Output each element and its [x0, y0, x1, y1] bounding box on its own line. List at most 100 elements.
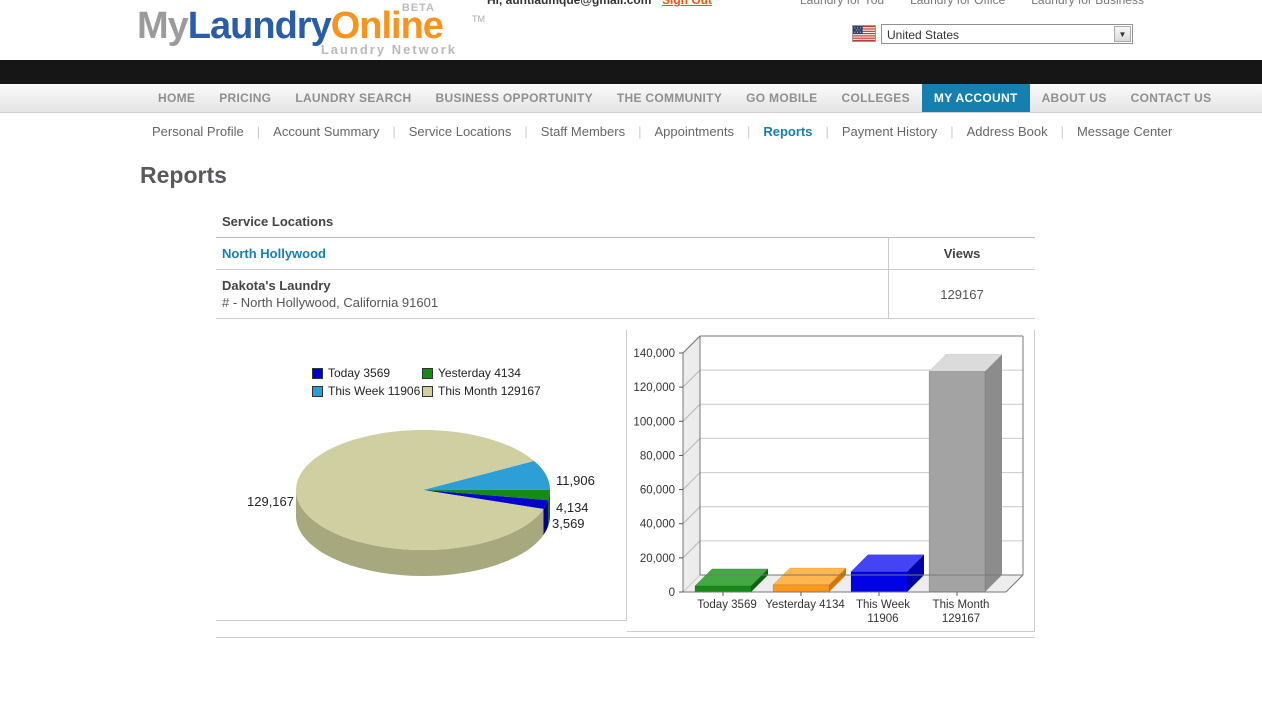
nav-laundry-search[interactable]: LAUNDRY SEARCH [295, 91, 412, 105]
pie-slice-side [548, 490, 550, 527]
bar-y-label: 100,000 [633, 416, 675, 428]
chevron-down-icon[interactable]: ▼ [1114, 26, 1131, 42]
nav-my-account[interactable]: MY ACCOUNT [921, 84, 1030, 112]
logo-tagline: Laundry Network [320, 42, 457, 57]
nav-the-community[interactable]: THE COMMUNITY [616, 91, 723, 105]
legend-swatch [422, 385, 433, 397]
bar-x-label: This Week [856, 599, 910, 611]
legend-swatch [422, 367, 433, 379]
legend-item-this-month: This Month 129167 [422, 384, 541, 398]
pie-slice [423, 460, 550, 490]
beta-badge: BETA [401, 2, 435, 14]
bar-x-label: Today 3569 [697, 599, 756, 611]
bar-chart: Today 3569 Yesterday 4134 This Week 11906 Th… [633, 335, 1024, 625]
logo[interactable]: MyLaundryOnline BETA TM Laundry Network [137, 2, 485, 57]
subnav-appointments[interactable]: Appointments [654, 123, 734, 139]
table-section-header: Service Locations [216, 210, 1035, 238]
views-column-header: Views [943, 246, 981, 261]
subnav-message-center[interactable]: Message Center [1076, 123, 1173, 139]
sign-out-link[interactable]: Sign Out [662, 0, 712, 7]
nav-home[interactable]: HOME [158, 91, 196, 105]
bar-x-label: 129167 [942, 613, 980, 625]
trademark-symbol: TM [472, 14, 485, 24]
subnav-separator: | [746, 123, 751, 139]
pie-slice [296, 429, 544, 550]
nav-business-opportunity[interactable]: BUSINESS OPPORTUNITY [435, 91, 593, 105]
nav-about-us[interactable]: ABOUT US [1041, 91, 1107, 105]
bar-x-label: Yesterday 4134 [765, 599, 845, 611]
nav-contact-us[interactable]: CONTACT US [1130, 91, 1212, 105]
subnav-reports[interactable]: Reports [763, 123, 813, 139]
pie-value-label: 3,569 [552, 516, 585, 531]
subnav-service-locations[interactable]: Service Locations [408, 123, 512, 139]
bar-front [694, 585, 752, 593]
subnav-staff-members[interactable]: Staff Members [540, 123, 626, 139]
pie-chart-panel: Today 3569 Yesterday 4134 This Week 1190… [216, 330, 627, 621]
legend-swatch [312, 367, 323, 379]
bar-y-label: 0 [669, 587, 675, 599]
header: Hi, auntlaumque@gmail.com Sign Out Laund… [0, 0, 1262, 60]
table-row: Dakota's Laundry # - North Hollywood, Ca… [216, 270, 1035, 319]
legend-item-today: Today 3569 [312, 366, 422, 380]
account-subnav: Personal Profile | Account Summary | Servi… [0, 113, 1262, 149]
subnav-account-summary[interactable]: Account Summary [273, 123, 380, 139]
legend-swatch [312, 385, 323, 397]
subnav-separator: | [950, 123, 954, 139]
bar-y-label: 20,000 [640, 553, 675, 565]
pie-slice [423, 489, 551, 501]
link-laundry-for-business[interactable]: Laundry for Business [1031, 0, 1144, 7]
bar-y-label: 140,000 [633, 348, 675, 360]
views-value: 129167 [940, 286, 984, 302]
subnav-separator: | [392, 123, 396, 139]
bar-side [907, 554, 924, 592]
bar-y-label: 40,000 [640, 519, 675, 531]
location-link[interactable]: North Hollywood [222, 246, 326, 261]
legend-item-this-week: This Week 11906 [312, 384, 422, 398]
bar-side [985, 354, 1002, 592]
main-nav: HOME PRICING LAUNDRY SEARCH BUSINESS OPP… [0, 84, 1262, 113]
user-greeting: Hi, auntlaumque@gmail.com [487, 0, 652, 7]
pie-value-label: 4,134 [556, 500, 589, 515]
pie-legend: Today 3569 Yesterday 4134 This Week 1190… [312, 366, 541, 398]
charts-panel: Today 3569 Yesterday 4134 This Week 1190… [216, 330, 1035, 640]
pie-value-label: 129,167 [247, 494, 294, 509]
bar-y-label: 120,000 [633, 382, 675, 394]
bar-y-label: 60,000 [640, 485, 675, 497]
business-name: Dakota's Laundry [222, 278, 331, 293]
bar-x-label: This Month [933, 599, 990, 611]
utility-links: Laundry for You Laundry for Office Laund… [800, 0, 1144, 7]
link-laundry-for-office[interactable]: Laundry for Office [910, 0, 1006, 7]
pie-slice-side [295, 490, 544, 577]
subnav-separator: | [1060, 123, 1064, 139]
bar-front [772, 584, 830, 593]
pie-slice [423, 490, 549, 509]
utility-row: Hi, auntlaumque@gmail.com Sign Out Laund… [0, 0, 1262, 9]
link-laundry-for-you[interactable]: Laundry for You [800, 0, 885, 7]
subnav-address-book[interactable]: Address Book [966, 123, 1048, 139]
bar-front [928, 371, 986, 593]
subnav-separator: | [524, 123, 528, 139]
country-select[interactable]: United States ▼ [881, 24, 1133, 44]
subnav-separator: | [256, 123, 261, 139]
bar-side [829, 567, 846, 592]
table-header-row: North Hollywood Views [216, 238, 1035, 270]
subnav-separator: | [825, 123, 829, 139]
charts-underline [216, 637, 1035, 638]
bar-y-label: 80,000 [640, 450, 675, 462]
nav-colleges[interactable]: COLLEGES [841, 91, 910, 105]
business-address: # - North Hollywood, California 91601 [222, 295, 439, 310]
subnav-payment-history[interactable]: Payment History [841, 123, 938, 139]
pie-value-label: 11,906 [556, 473, 595, 488]
legend-item-yesterday: Yesterday 4134 [422, 366, 541, 380]
country-select-value: United States [887, 28, 960, 42]
bar-chart-panel: Today 3569 Yesterday 4134 This Week 11906 Th… [627, 330, 1035, 632]
logo-wordmark: MyLaundryOnline [137, 5, 444, 47]
pie-slice-side [543, 500, 549, 535]
pie-chart [295, 429, 551, 577]
nav-go-mobile[interactable]: GO MOBILE [746, 91, 818, 105]
page-title: Reports [140, 162, 227, 188]
bar-x-label: 11906 [867, 613, 898, 625]
subnav-personal-profile[interactable]: Personal Profile [152, 123, 244, 139]
nav-pricing[interactable]: PRICING [219, 91, 272, 105]
us-flag-icon [852, 25, 876, 42]
